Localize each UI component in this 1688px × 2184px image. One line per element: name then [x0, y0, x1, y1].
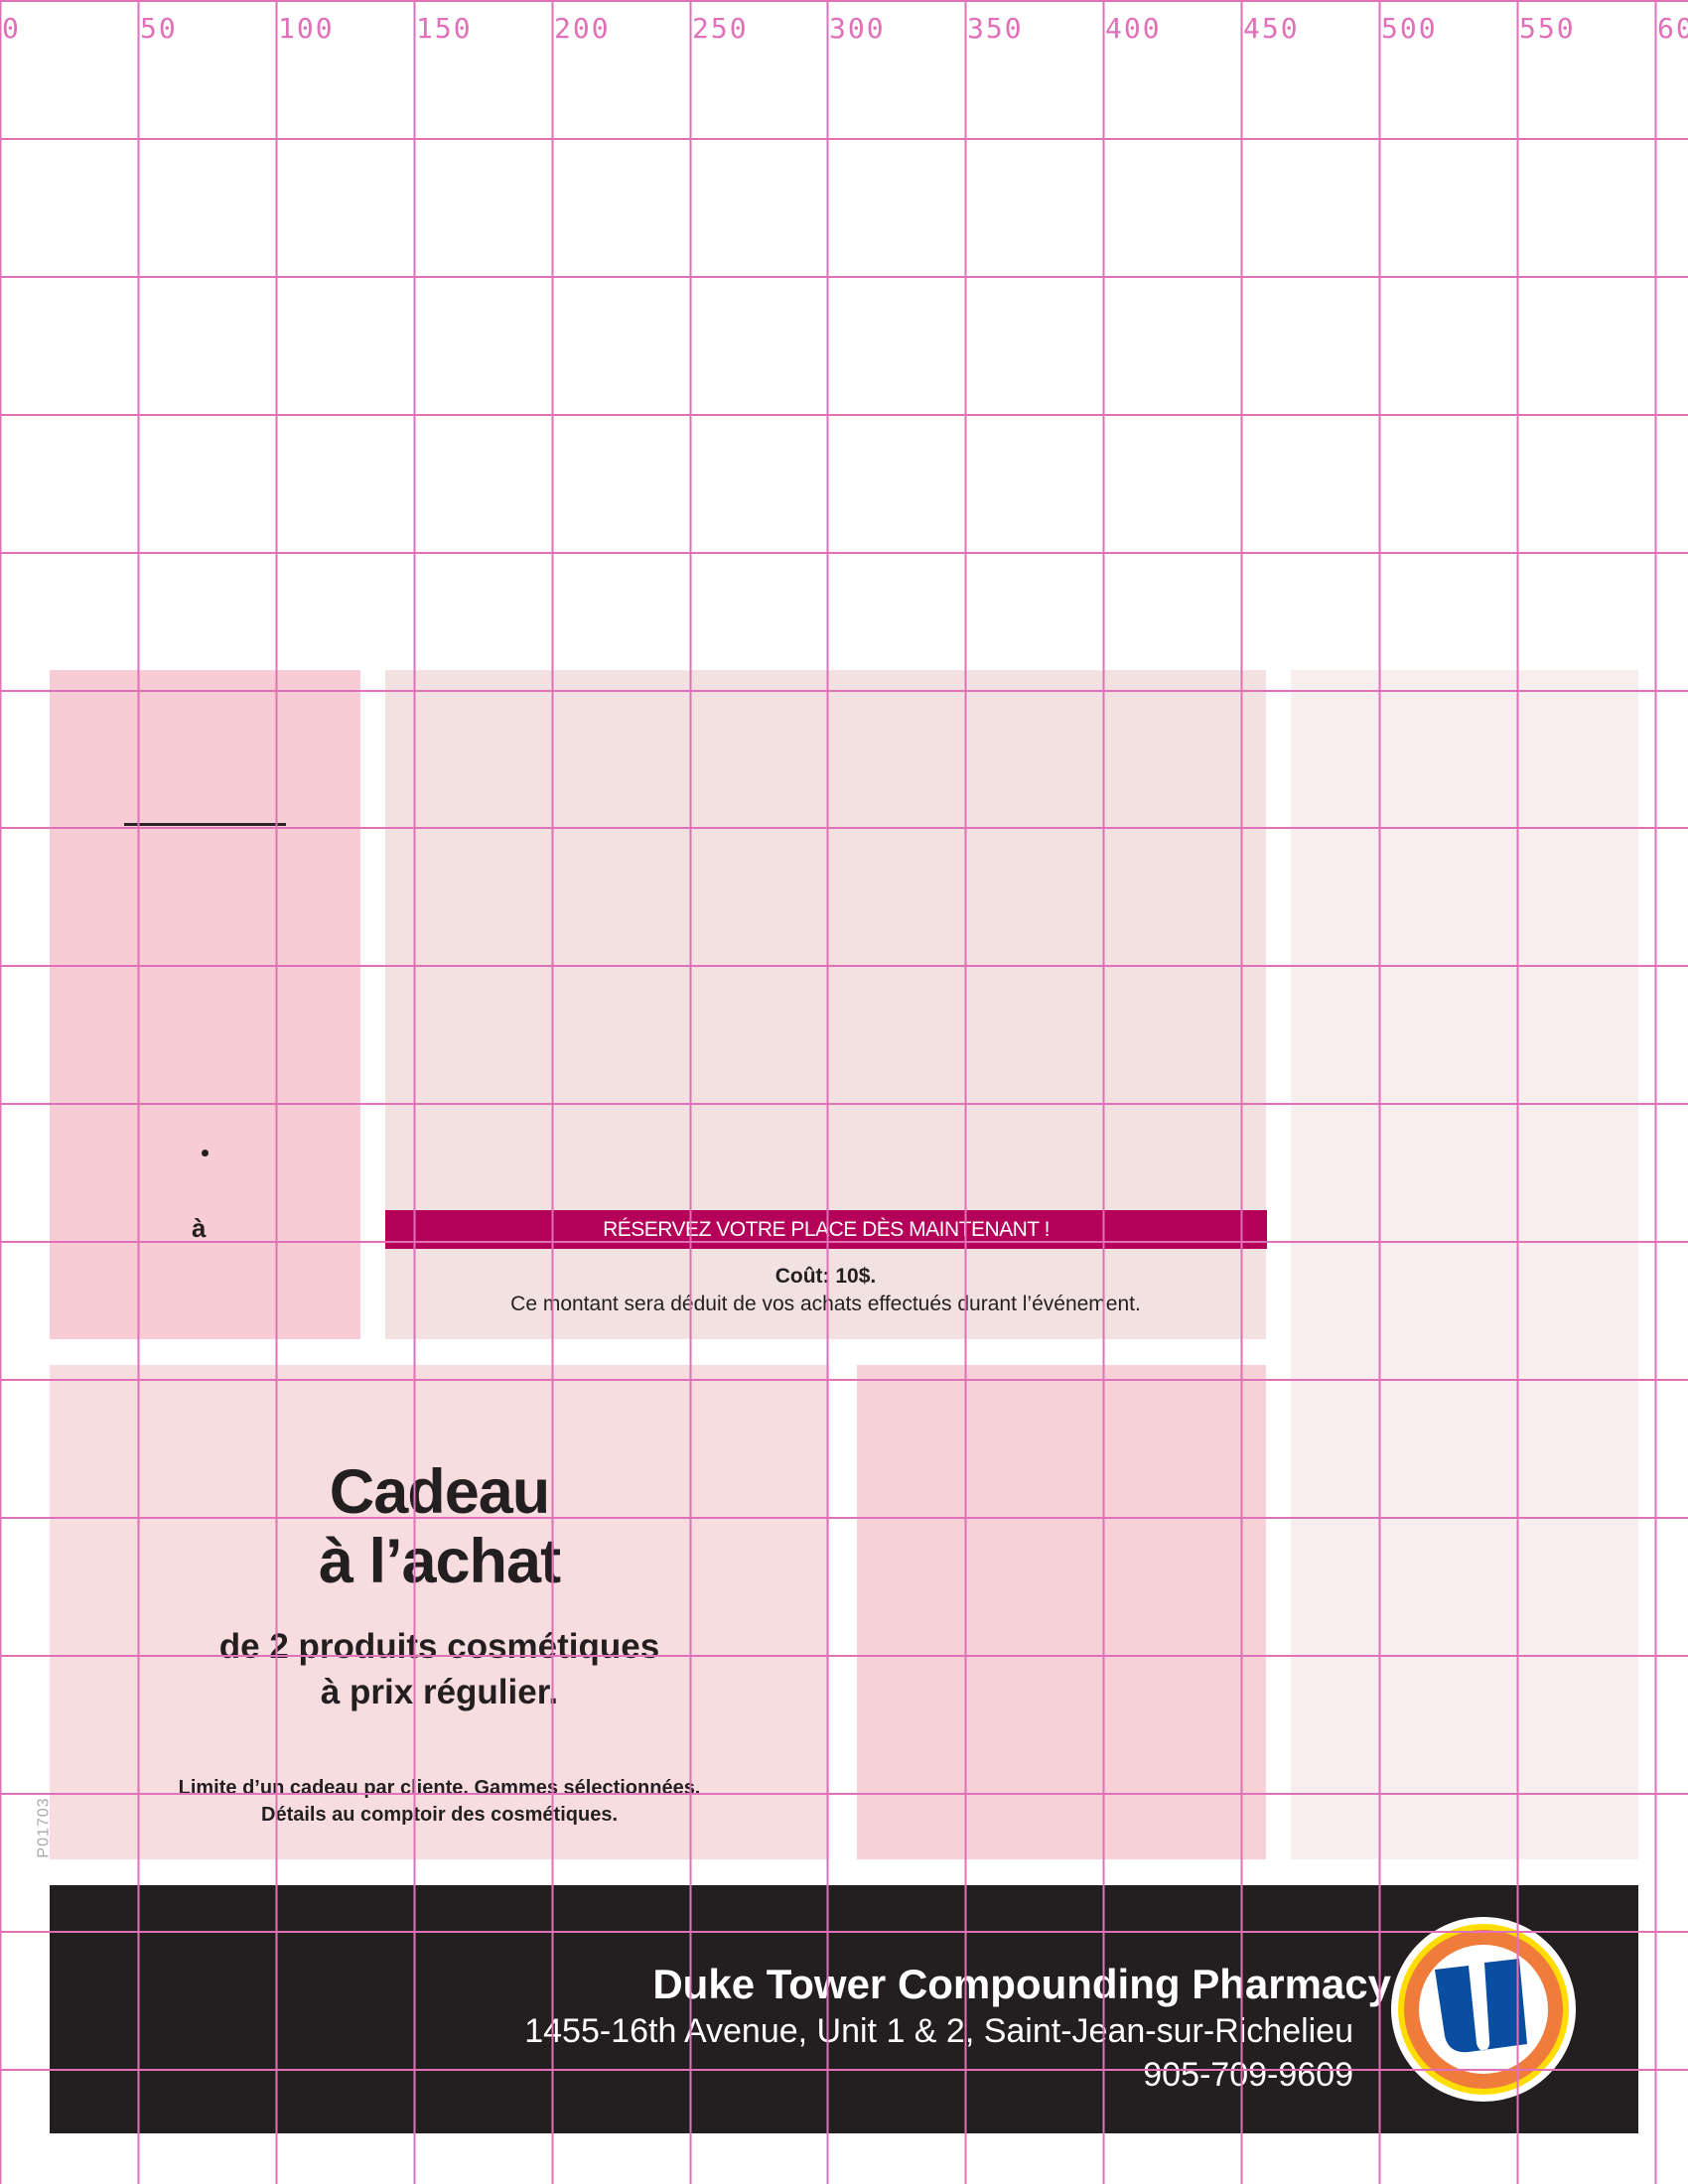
image-placeholder-panel — [857, 1365, 1266, 1859]
promo-fine-print: Limite d’un cadeau par cliente. Gammes s… — [50, 1775, 829, 1829]
ruler-label: 50 — [140, 12, 178, 45]
promo-subtitle-line: de 2 produits cosmétiques — [218, 1627, 660, 1666]
fine-print-line: Détails au comptoir des cosmétiques. — [261, 1804, 618, 1826]
ruler-label: 300 — [829, 12, 886, 45]
ruler-label: 450 — [1243, 12, 1300, 45]
fine-print-line: Limite d’un cadeau par cliente. Gammes s… — [178, 1777, 701, 1799]
ruler-label: 60 — [1657, 12, 1688, 45]
ruler-label: 100 — [278, 12, 335, 45]
bullet-dot — [202, 1150, 209, 1157]
document-code: P01703 — [35, 1797, 53, 1858]
promo-title: Cadeau à l’achat — [50, 1457, 829, 1596]
store-address: 1455-16th Avenue, Unit 1 & 2, Saint-Jean… — [524, 2012, 1353, 2050]
ruler-label: 350 — [967, 12, 1024, 45]
reserve-banner: RÉSERVEZ VOTRE PLACE DÈS MAINTENANT ! — [385, 1210, 1267, 1249]
promo-subtitle: de 2 produits cosmétiques à prix régulie… — [50, 1624, 829, 1715]
ruler-label: 200 — [554, 12, 611, 45]
right-panel — [1291, 670, 1638, 1859]
connector-text: à — [192, 1213, 207, 1243]
cost-note: Ce montant sera déduit de vos achats eff… — [510, 1293, 1141, 1315]
ruler-label: 550 — [1519, 12, 1576, 45]
promo-title-line: à l’achat — [318, 1527, 561, 1596]
promo-panel — [50, 1365, 829, 1859]
divider-line — [124, 823, 286, 826]
cost-text: Coût: 10$. — [774, 1265, 877, 1288]
left-panel — [50, 670, 360, 1339]
ruler-label: 500 — [1381, 12, 1438, 45]
store-name: Duke Tower Compounding Pharmacy — [652, 1961, 1391, 2007]
promo-subtitle-line: à prix régulier. — [320, 1673, 559, 1711]
store-phone: 905-709-9609 — [1143, 2056, 1353, 2094]
store-footer — [50, 1885, 1638, 2133]
uniprix-logo-icon — [1391, 1917, 1576, 2102]
ruler-label: 250 — [692, 12, 749, 45]
ruler-label: 150 — [416, 12, 473, 45]
promo-title-line: Cadeau — [329, 1457, 551, 1527]
ruler-label: 400 — [1105, 12, 1162, 45]
ruler-label: 0 — [2, 12, 21, 45]
